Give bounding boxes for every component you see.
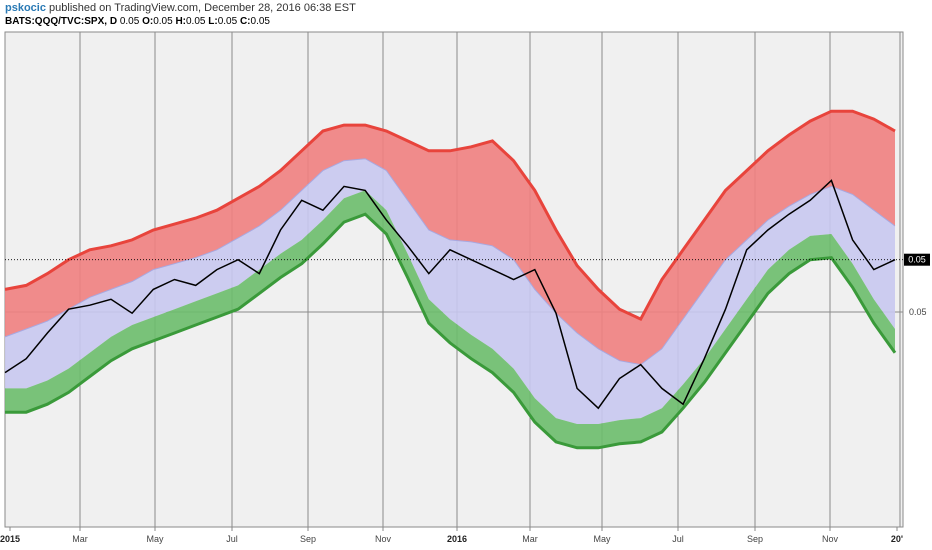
y-axis: 0.05 0.05 — [5, 253, 930, 317]
upper-band-line — [4, 109, 896, 322]
y-tick-label: 0.05 — [909, 307, 927, 317]
high-label: H: — [175, 16, 186, 27]
x-tick-label: Sep — [300, 534, 316, 544]
author-link[interactable]: pskocic — [5, 2, 46, 14]
symbol-name: BATS:QQQ/TVC:SPX, D — [5, 16, 118, 27]
x-tick-label: Sep — [747, 534, 763, 544]
x-tick-label: Nov — [822, 534, 839, 544]
publish-info: pskocic published on TradingView.com, De… — [5, 2, 356, 14]
x-tick-label: Mar — [522, 534, 538, 544]
x-tick-label: 2015 — [0, 534, 20, 544]
published-text: published on TradingView.com, December 2… — [49, 2, 356, 14]
close-value: 0.05 — [250, 16, 270, 27]
x-tick-label: 20' — [891, 534, 903, 544]
current-price-box — [904, 253, 930, 266]
symbol-info: BATS:QQQ/TVC:SPX, D 0.05 O:0.05 H:0.05 L… — [5, 16, 270, 27]
x-tick-label: May — [146, 534, 164, 544]
upper-band-fill — [5, 111, 895, 365]
open-value: 0.05 — [153, 16, 173, 27]
x-tick-label: Jul — [672, 534, 684, 544]
price-group — [4, 179, 896, 410]
x-tick-label: 2016 — [447, 534, 467, 544]
x-tick-label: Jul — [226, 534, 238, 544]
x-tick-label: Nov — [375, 534, 392, 544]
middle-band-fill — [5, 158, 895, 424]
lower-band-fill — [5, 190, 895, 448]
price-line — [4, 179, 896, 410]
current-price-label: 0.05 — [908, 255, 926, 265]
close-label: C: — [239, 16, 251, 27]
symbol-value: 0.05 — [119, 16, 140, 27]
high-value: 0.05 — [186, 16, 206, 27]
x-tick-label: Mar — [72, 534, 88, 544]
open-label: O: — [142, 16, 154, 27]
low-value: 0.05 — [217, 16, 238, 27]
middle-band-line — [4, 158, 896, 366]
lower-band-line — [5, 212, 897, 450]
low-label: L: — [208, 16, 218, 27]
bands-group — [4, 109, 897, 450]
x-tick-label: May — [593, 534, 611, 544]
x-axis: 2015 Mar May Jul Sep Nov 2016 Mar May Jul Sep Nov 20… — [0, 527, 903, 544]
